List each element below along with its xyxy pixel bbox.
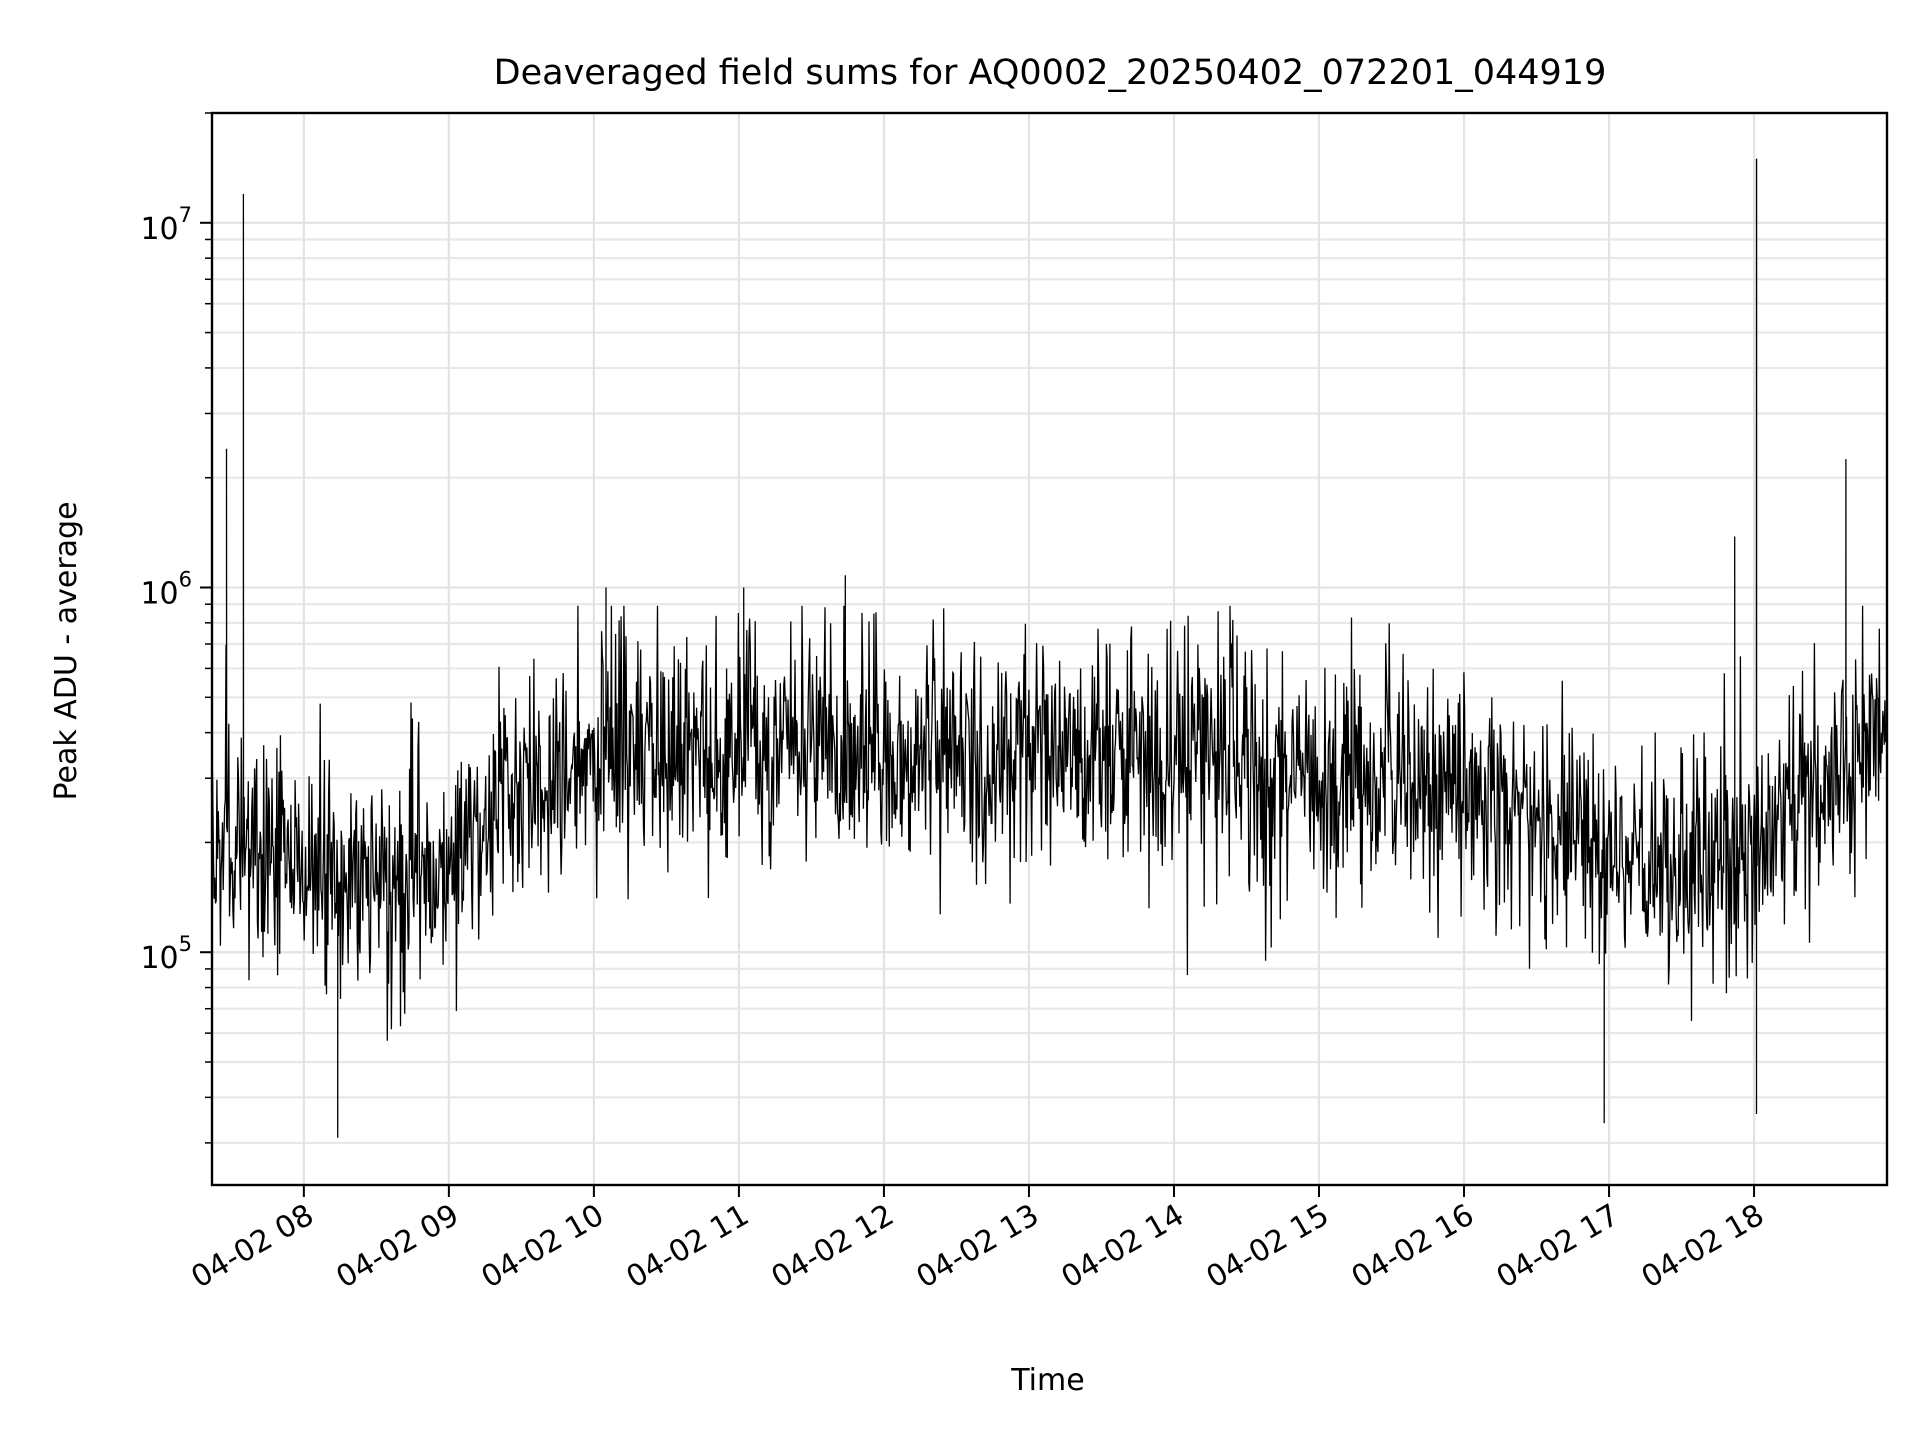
y-tick-exponent: 7: [179, 203, 192, 227]
y-tick-base: 10: [140, 577, 178, 612]
grid: [212, 111, 1887, 1185]
y-axis-label: Peak ADU - average: [49, 501, 84, 800]
chart-title: Deaveraged field sums for AQ0002_2025040…: [494, 53, 1607, 93]
y-tick-base: 10: [140, 941, 178, 976]
plot-frame: [210, 111, 1889, 1187]
y-tick-exponent: 5: [179, 932, 192, 956]
series-layer: [211, 158, 1888, 1138]
x-axis-label: Time: [1010, 1363, 1084, 1398]
y-tick-exponent: 6: [179, 568, 192, 592]
y-tick-base: 10: [140, 212, 178, 247]
y-tick-label: 107: [140, 203, 192, 247]
y-tick-label: 106: [140, 568, 192, 612]
y-tick-label: 105: [140, 932, 192, 976]
series-line: [211, 158, 1888, 1138]
